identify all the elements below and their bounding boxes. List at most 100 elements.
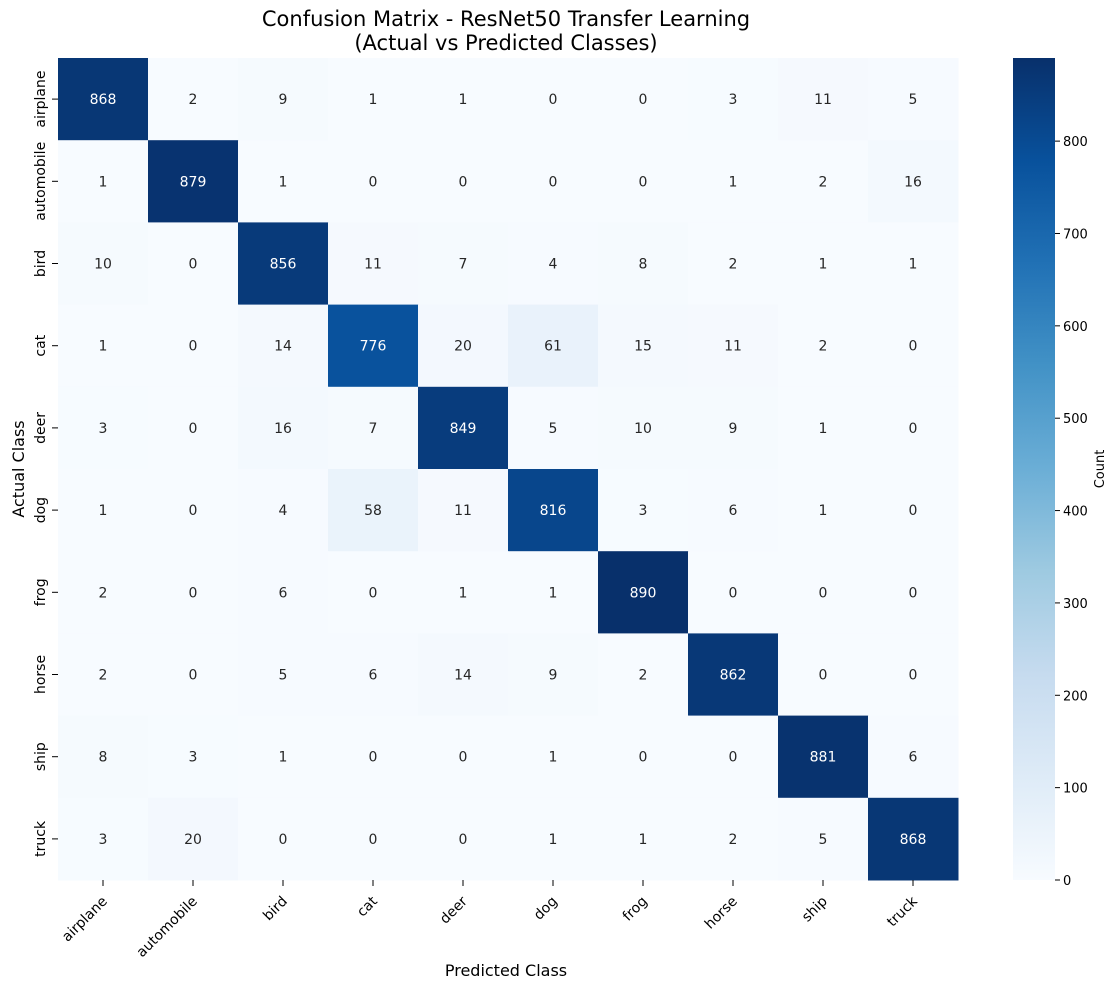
x-tick-label: cat (354, 893, 381, 920)
cell-value-label: 0 (369, 585, 378, 601)
colorbar: 0 100 200 300 400 500 600 700 800 Count (1013, 58, 1108, 889)
heatmap-cell (598, 140, 689, 223)
cell-value-label: 0 (639, 92, 648, 108)
cell-value-label: 0 (909, 585, 918, 601)
heatmap-cell (688, 551, 779, 634)
y-tick-label: horse (33, 655, 49, 694)
y-axis-ticks: airplane automobile bird cat deer dog frog hors… (33, 71, 58, 857)
cell-value-label: 8 (99, 750, 108, 766)
cell-value-label: 61 (544, 339, 562, 355)
heatmap-cell (508, 715, 599, 799)
cell-value-label: 1 (99, 339, 108, 355)
x-tick-label: automobile (134, 894, 201, 961)
cell-value-label: 2 (819, 174, 828, 190)
cell-value-label: 10 (94, 257, 112, 273)
cell-value-label: 11 (724, 339, 742, 355)
y-tick-label: airplane (33, 71, 49, 128)
cell-value-label: 9 (549, 668, 558, 684)
cell-value-label: 14 (454, 668, 472, 684)
cell-value-label: 1 (279, 174, 288, 190)
cell-value-label: 0 (909, 421, 918, 437)
heatmap-cell (868, 469, 959, 552)
heatmap-cell (238, 797, 329, 881)
cell-value-label: 1 (819, 421, 828, 437)
colorbar-tick-label: 100 (1063, 782, 1088, 797)
heatmap-cell (508, 386, 599, 470)
cell-value-label: 11 (454, 503, 472, 519)
cell-value-label: 9 (729, 421, 738, 437)
cell-value-label: 1 (459, 585, 468, 601)
heatmap-cell (58, 140, 149, 223)
heatmap-cell (328, 222, 419, 306)
heatmap-cell (148, 222, 239, 306)
cell-value-label: 3 (639, 503, 648, 519)
colorbar-tick-label: 0 (1063, 874, 1071, 889)
cell-value-label: 20 (454, 339, 472, 355)
heatmap-cell (778, 551, 869, 634)
cell-value-label: 3 (729, 92, 738, 108)
heatmap-cell (148, 633, 239, 717)
heatmap-cell (238, 469, 329, 552)
heatmap-cell (418, 386, 509, 470)
cell-value-label: 2 (639, 668, 648, 684)
heatmap-cell (868, 551, 959, 634)
heatmap-cell (778, 715, 869, 799)
y-tick-label: truck (33, 820, 49, 857)
cell-value-label: 2 (819, 339, 828, 355)
cell-value-label: 2 (729, 832, 738, 848)
heatmap-cell (328, 797, 419, 881)
cell-value-label: 816 (540, 503, 567, 519)
y-tick-label: bird (33, 250, 49, 277)
cell-value-label: 8 (639, 257, 648, 273)
cell-value-label: 1 (459, 92, 468, 108)
cell-value-label: 6 (369, 668, 378, 684)
heatmap-cell (868, 797, 959, 881)
heatmap-cells (58, 58, 959, 881)
heatmap-cell (778, 140, 869, 223)
colorbar-label: Count (1093, 450, 1108, 489)
heatmap-cell (148, 304, 239, 388)
cell-value-label: 1 (279, 750, 288, 766)
heatmap-cell (688, 715, 779, 799)
cell-value-label: 2 (189, 92, 198, 108)
heatmap-cell (688, 386, 779, 470)
cell-value-label: 0 (189, 339, 198, 355)
cell-value-label: 1 (819, 257, 828, 273)
heatmap-cell (328, 304, 419, 388)
cell-value-label: 15 (634, 339, 652, 355)
heatmap-cell (598, 633, 689, 717)
colorbar-tick-label: 300 (1063, 597, 1088, 612)
heatmap-cell (328, 551, 419, 634)
heatmap-cell (418, 797, 509, 881)
heatmap-cell (148, 58, 239, 141)
cell-value-label: 0 (909, 503, 918, 519)
chart-title: Confusion Matrix - ResNet50 Transfer Lea… (262, 7, 750, 55)
y-tick-label: automobile (33, 142, 49, 221)
heatmap-cell (508, 551, 599, 634)
cell-value-label: 5 (819, 832, 828, 848)
cell-value-label: 0 (369, 832, 378, 848)
cell-value-label: 0 (729, 750, 738, 766)
cell-value-label: 0 (909, 668, 918, 684)
cell-value-label: 1 (99, 503, 108, 519)
cell-value-label: 2 (729, 257, 738, 273)
heatmap-cell (238, 551, 329, 634)
heatmap-cell (238, 715, 329, 799)
cell-value-label: 5 (549, 421, 558, 437)
cell-value-label: 1 (549, 750, 558, 766)
heatmap-cell (688, 58, 779, 141)
x-tick-label: dog (531, 894, 561, 924)
heatmap-cell (868, 386, 959, 470)
heatmap-cell (508, 469, 599, 552)
cell-value-label: 0 (639, 174, 648, 190)
heatmap-cell (418, 715, 509, 799)
heatmap-cell (148, 715, 239, 799)
cell-value-label: 856 (270, 257, 297, 273)
cell-value-label: 6 (909, 750, 918, 766)
cell-value-label: 7 (369, 421, 378, 437)
x-tick-label: horse (702, 894, 741, 933)
heatmap-cell (58, 58, 149, 141)
cell-value-label: 868 (900, 832, 927, 848)
